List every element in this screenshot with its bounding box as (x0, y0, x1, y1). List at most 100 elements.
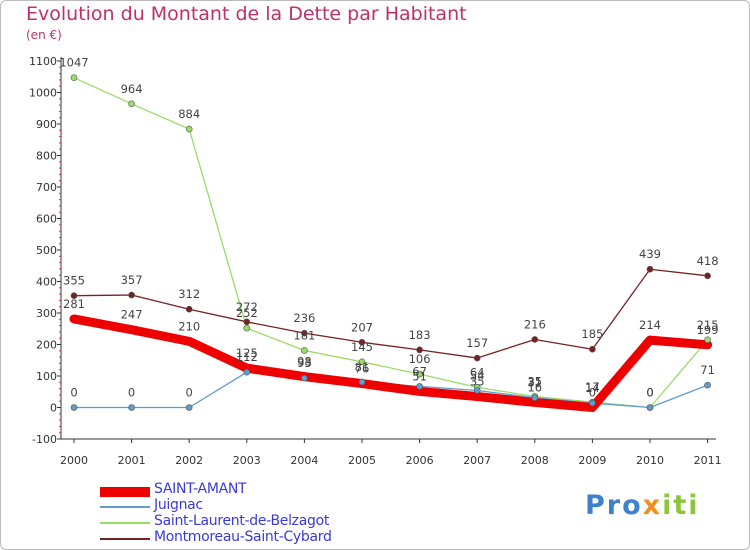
x-tick-label: 2011 (694, 454, 722, 467)
data-point (128, 404, 135, 411)
data-label: 312 (178, 287, 200, 301)
data-label: 16 (527, 380, 542, 394)
data-label: 439 (639, 247, 661, 261)
data-label: 1047 (59, 56, 88, 70)
data-point (70, 74, 78, 81)
data-point (128, 291, 135, 299)
x-tick-label: 2010 (636, 454, 664, 467)
data-label: 0 (646, 386, 653, 400)
y-tick-label: 1100 (29, 55, 57, 68)
data-label: 418 (697, 254, 719, 268)
chart-title: Evolution du Montant de la Dette par Hab… (26, 3, 467, 25)
y-tick-label: -100 (32, 433, 57, 446)
data-label: 51 (412, 369, 427, 383)
x-tick-label: 2001 (118, 454, 146, 467)
data-label: 216 (524, 317, 546, 331)
data-label: 247 (121, 308, 143, 322)
legend-swatch (100, 538, 150, 540)
series-line (69, 314, 713, 412)
data-label: 964 (121, 82, 143, 96)
y-tick-label: 100 (36, 370, 57, 383)
y-tick-label: 200 (36, 339, 57, 352)
data-point (70, 404, 78, 411)
data-label: 0 (589, 386, 596, 400)
data-point (531, 394, 539, 402)
data-point (646, 404, 654, 411)
data-label: 214 (639, 318, 661, 332)
data-point (301, 374, 308, 382)
y-tick-label: 900 (36, 118, 57, 131)
x-tick-label: 2000 (60, 454, 88, 467)
data-point (416, 346, 423, 354)
data-label: 252 (236, 306, 258, 320)
data-point (243, 324, 251, 332)
y-tick-label: 500 (36, 244, 57, 257)
data-label: 35 (527, 374, 542, 388)
x-tick-label: 2009 (578, 454, 606, 467)
data-point (416, 383, 423, 390)
data-label: 236 (293, 311, 315, 325)
y-tick-label: 1000 (29, 87, 57, 100)
legend-swatch (100, 522, 150, 524)
x-tick-label: 2007 (463, 454, 491, 467)
legend-label: Montmoreau-Saint-Cybard (154, 529, 332, 545)
data-label: 14 (585, 381, 600, 395)
data-label: 210 (178, 319, 200, 333)
data-label: 64 (470, 365, 485, 379)
x-tick-label: 2005 (348, 454, 376, 467)
data-point (473, 354, 481, 362)
x-tick-label: 2008 (521, 454, 549, 467)
data-label: 98 (297, 355, 312, 369)
x-tick-label: 2004 (290, 454, 318, 467)
data-label: 183 (409, 328, 431, 342)
data-label: 81 (355, 360, 370, 374)
data-point (646, 265, 654, 273)
data-point (358, 358, 366, 366)
data-label: 0 (70, 386, 77, 400)
x-tick-label: 2003 (233, 454, 261, 467)
data-point (185, 404, 193, 411)
data-point (416, 370, 423, 378)
data-label: 145 (351, 340, 373, 354)
data-label: 112 (236, 350, 258, 364)
data-point (70, 292, 78, 299)
data-label: 125 (236, 346, 258, 360)
y-tick-label: 0 (50, 402, 57, 415)
data-label: 281 (63, 297, 85, 311)
data-point (358, 338, 366, 346)
data-point (185, 125, 193, 133)
data-point (531, 336, 539, 343)
data-point (473, 387, 481, 394)
data-point (589, 399, 596, 407)
legend-label: Saint-Laurent-de-Belzagot (154, 513, 330, 529)
data-label: 884 (178, 107, 200, 121)
data-label: 157 (466, 336, 488, 350)
data-label: 0 (128, 386, 135, 400)
data-point (704, 381, 711, 389)
data-label: 54 (470, 368, 485, 382)
chart-subtitle: (en €) (26, 28, 62, 42)
data-label: 106 (409, 352, 431, 366)
data-point (358, 378, 366, 386)
data-label: 357 (121, 273, 143, 287)
data-point (589, 345, 596, 353)
data-label: 355 (63, 274, 85, 288)
data-label: 71 (700, 363, 715, 377)
series-line (73, 77, 709, 409)
y-tick-label: 300 (36, 307, 57, 320)
data-label: 93 (297, 356, 312, 370)
y-tick-label: 800 (36, 150, 57, 163)
data-label: 199 (697, 323, 719, 337)
x-tick-label: 2006 (406, 454, 434, 467)
y-tick-label: 400 (36, 276, 57, 289)
legend-label: SAINT-AMANT (154, 481, 247, 497)
data-point (704, 336, 711, 344)
legend-swatch (100, 487, 150, 497)
data-label: 0 (646, 386, 653, 400)
data-point (128, 100, 135, 108)
data-point (704, 272, 711, 280)
legend-label: Juignac (154, 497, 203, 513)
data-point (301, 347, 308, 354)
data-point (301, 329, 308, 337)
data-label: 215 (697, 318, 719, 332)
